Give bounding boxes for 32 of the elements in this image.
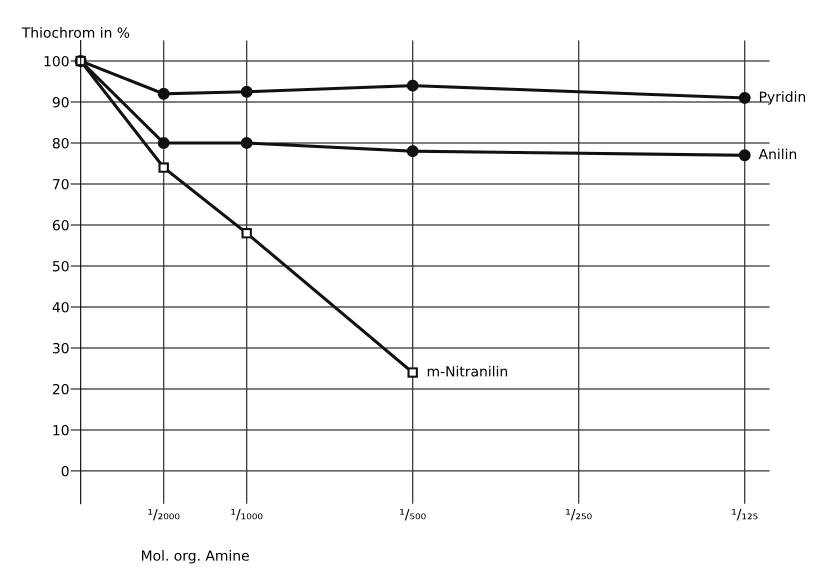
point [738,92,751,104]
x-tick-label: ¹/₅₀₀ [400,508,426,520]
y-tick-label: 0 [62,466,69,476]
point [406,145,419,158]
series-label: Pyridin [760,91,806,105]
y-axis-title: Thiochrom in % [22,27,130,38]
point [158,162,169,173]
y-tick-label: 90 [52,96,69,108]
y-tick-label: 100 [44,56,69,66]
series-label: m-Nitranilin [428,366,508,377]
y-tick-label: 40 [52,302,69,312]
x-tick-label: ¹/₁₀₀₀ [231,508,262,520]
point [241,228,252,238]
point [158,137,170,149]
point [240,86,253,98]
point [738,149,751,162]
y-tick-label: 60 [52,220,69,230]
x-axis-title: Mol. org. Amine [142,550,249,564]
y-tick-label: 80 [52,138,69,148]
point [407,367,418,378]
y-tick-label: 30 [52,342,69,354]
point [158,88,170,100]
point [406,80,419,92]
y-tick-label: 50 [52,260,69,272]
y-tick-label: 10 [53,424,69,436]
series-label: Anilin [758,148,796,160]
y-tick-label: 20 [52,384,69,394]
y-tick-label: 70 [53,178,69,190]
x-tick-label: ¹/₁₂₅ [732,508,758,520]
x-tick-label: ¹/₂₅₀ [566,508,592,520]
point [240,137,253,149]
x-tick-label: ¹/₂₀₀₀ [148,508,180,520]
